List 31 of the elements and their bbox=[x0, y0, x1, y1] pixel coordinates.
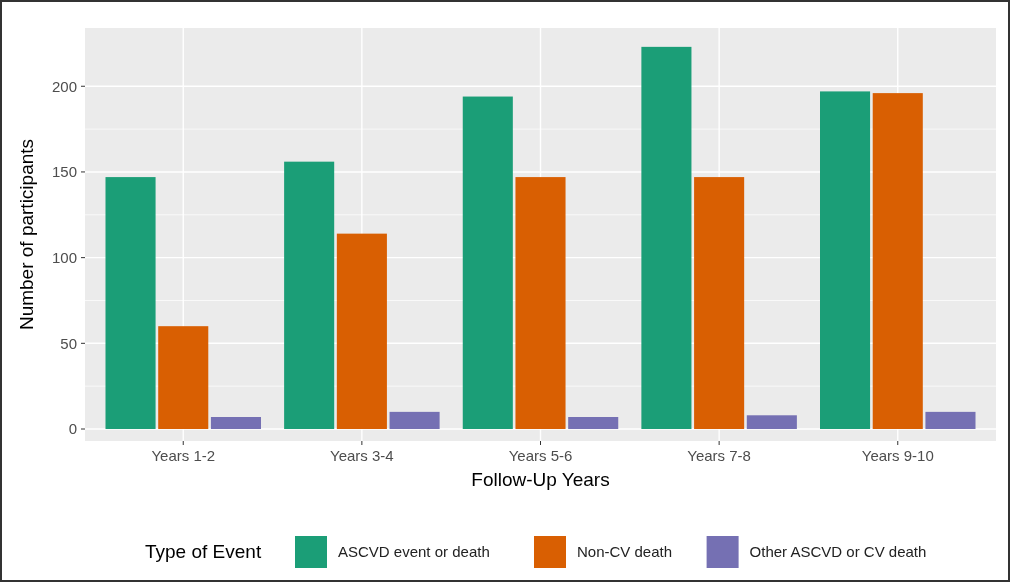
y-tick-label: 200 bbox=[51, 77, 77, 95]
bar bbox=[694, 177, 745, 429]
bar bbox=[515, 177, 566, 429]
x-tick-label: Years 5-6 bbox=[508, 447, 573, 464]
y-tick-label: 50 bbox=[60, 334, 77, 352]
bar bbox=[641, 46, 692, 429]
y-tick-label: 150 bbox=[51, 163, 77, 181]
bar bbox=[568, 417, 619, 429]
bar bbox=[462, 96, 513, 429]
bar bbox=[158, 326, 209, 430]
legend-label: Non-CV death bbox=[577, 543, 673, 560]
legend-label: Other ASCVD or CV death bbox=[749, 543, 927, 560]
y-tick-label: 0 bbox=[68, 420, 77, 438]
bar bbox=[284, 161, 335, 429]
bar bbox=[925, 411, 976, 429]
bar bbox=[746, 415, 797, 429]
x-tick-label: Years 7-8 bbox=[687, 447, 751, 464]
bar bbox=[872, 93, 923, 429]
bar bbox=[820, 91, 871, 429]
y-tick-label: 100 bbox=[51, 248, 77, 266]
x-tick-label: Years 1-2 bbox=[151, 447, 216, 464]
bar bbox=[389, 411, 440, 429]
x-axis-title: Follow-Up Years bbox=[471, 469, 610, 490]
bar bbox=[105, 177, 156, 429]
x-tick-label: Years 9-10 bbox=[861, 447, 934, 464]
x-tick-label: Years 3-4 bbox=[330, 447, 394, 464]
legend-title: Type of Event bbox=[145, 541, 262, 562]
bar bbox=[336, 233, 387, 429]
legend-label: ASCVD event or death bbox=[338, 543, 490, 560]
y-axis-title: Number of participants bbox=[16, 138, 37, 331]
bar bbox=[210, 417, 261, 429]
